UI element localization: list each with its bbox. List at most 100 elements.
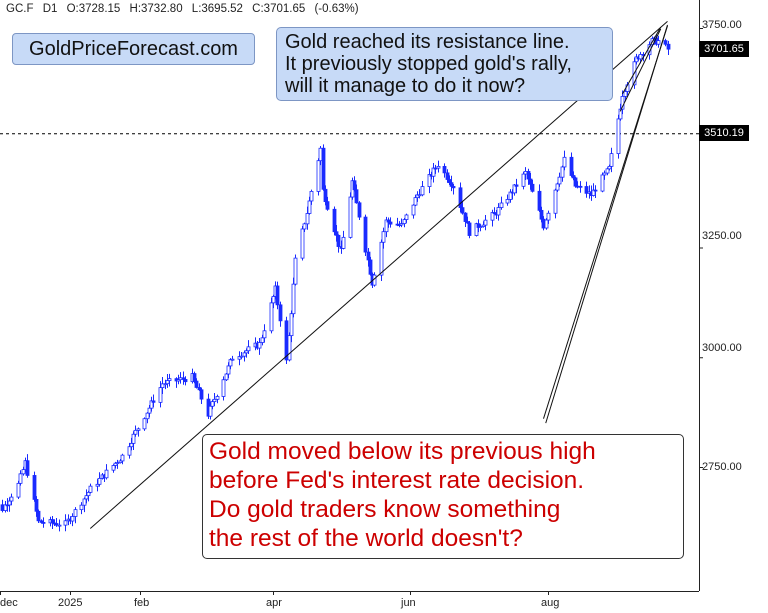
- candle-body: [541, 218, 546, 229]
- candle: [237, 351, 242, 366]
- candle: [115, 459, 120, 469]
- trendlines: [89, 21, 668, 529]
- candle-body: [616, 118, 621, 155]
- candle-body: [499, 202, 504, 208]
- candle-body: [381, 231, 386, 243]
- candle: [133, 425, 138, 437]
- candle-body: [460, 207, 465, 214]
- candle-body: [309, 191, 314, 202]
- candle-body: [609, 153, 614, 167]
- candle-body: [402, 219, 407, 224]
- candle: [436, 160, 441, 173]
- candle: [278, 301, 283, 327]
- candle-body: [127, 446, 132, 456]
- candle: [63, 514, 68, 532]
- candle-body: [325, 201, 330, 210]
- candle-body: [411, 204, 416, 216]
- candle-body: [445, 172, 450, 180]
- candle-body: [560, 166, 565, 178]
- candle-body: [600, 174, 605, 192]
- candle-body: [427, 174, 432, 187]
- candle: [458, 182, 463, 213]
- candle: [215, 394, 220, 404]
- trendline[interactable]: [545, 24, 668, 424]
- candle-body: [553, 189, 558, 214]
- candle-body: [573, 177, 578, 187]
- candle: [57, 519, 62, 532]
- candle: [546, 210, 551, 224]
- candle-body: [230, 358, 235, 361]
- candle-body: [84, 495, 89, 500]
- brand-label: GoldPriceForecast.com: [12, 33, 255, 65]
- trendline[interactable]: [621, 26, 662, 95]
- candle-body: [363, 216, 368, 253]
- candle: [354, 184, 359, 204]
- candle-body: [352, 180, 357, 191]
- candle-body: [336, 234, 341, 247]
- candle: [160, 377, 165, 394]
- candle-body: [111, 465, 116, 471]
- candle-body: [212, 398, 217, 403]
- trendline[interactable]: [89, 21, 668, 529]
- candle: [399, 218, 404, 228]
- candle-body: [210, 401, 215, 407]
- candle-body: [575, 185, 580, 188]
- candle: [275, 281, 280, 310]
- candle: [287, 332, 292, 362]
- candle: [431, 162, 436, 183]
- candle-body: [133, 429, 138, 435]
- candle-body: [183, 379, 188, 383]
- candle-body: [449, 182, 454, 187]
- candle-body: [9, 496, 14, 502]
- candle: [212, 392, 217, 406]
- candle: [9, 493, 14, 506]
- candle: [321, 144, 326, 191]
- candle: [463, 212, 468, 228]
- candle: [293, 254, 298, 286]
- candle-body: [136, 428, 141, 431]
- candle-body: [562, 156, 567, 168]
- candle-body: [420, 186, 425, 196]
- candle: [341, 230, 346, 250]
- candle-body: [104, 469, 109, 479]
- trendline[interactable]: [619, 28, 662, 112]
- x-tick-label: apr: [266, 597, 282, 609]
- candle-body: [73, 509, 78, 517]
- candle-body: [167, 378, 172, 381]
- candle-body: [334, 231, 339, 236]
- candle: [336, 234, 341, 253]
- candle: [120, 453, 125, 465]
- candle: [537, 184, 542, 212]
- candle-body: [463, 212, 468, 222]
- candle-body: [16, 482, 21, 498]
- candle-body: [638, 54, 643, 60]
- candle-body: [0, 504, 5, 511]
- candle-body: [97, 478, 102, 485]
- candle-body: [32, 475, 37, 500]
- candle-body: [417, 194, 422, 197]
- candle: [50, 516, 55, 530]
- candle: [388, 217, 393, 228]
- candle-body: [605, 168, 610, 174]
- candle: [257, 338, 262, 355]
- candle: [309, 189, 314, 205]
- candle-body: [584, 186, 589, 194]
- candle-body: [357, 202, 362, 218]
- candle-body: [656, 40, 661, 45]
- candle: [499, 196, 504, 210]
- candle-body: [269, 302, 274, 332]
- candle: [539, 206, 544, 223]
- candle: [514, 178, 519, 194]
- candle-body: [447, 179, 452, 184]
- candle-body: [368, 259, 373, 275]
- candle: [136, 427, 141, 437]
- candle: [357, 201, 362, 220]
- candle-body: [318, 147, 323, 162]
- candle: [307, 196, 312, 215]
- annotation-line: It previously stopped gold's rally,: [285, 53, 572, 75]
- candle: [131, 431, 136, 450]
- candle-body: [36, 510, 41, 522]
- candle: [600, 172, 605, 193]
- candle: [165, 374, 170, 388]
